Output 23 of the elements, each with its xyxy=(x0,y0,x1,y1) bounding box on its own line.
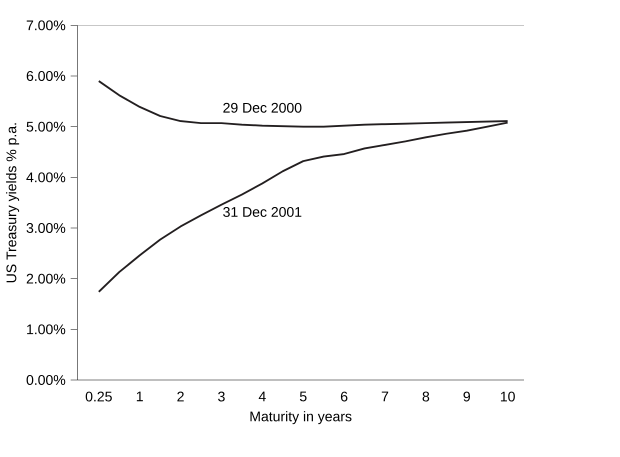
x-tick-label: 1 xyxy=(136,391,143,402)
x-tick-label: 3 xyxy=(218,391,225,402)
x-tick-label: 9 xyxy=(464,391,470,402)
x-axis-title: Maturity in years xyxy=(250,410,352,424)
y-tick-label: 2.00% xyxy=(26,274,66,284)
x-tick-label: 5 xyxy=(300,391,307,402)
x-tick-label: 6 xyxy=(340,391,348,402)
series-label: 31 Dec 2001 xyxy=(223,206,302,217)
x-tick-label: 10 xyxy=(500,391,515,402)
x-tick-label: 8 xyxy=(422,391,430,402)
y-tick-label: 3.00% xyxy=(26,222,66,233)
x-tick-label: 4 xyxy=(258,391,266,402)
y-tick-label: 7.00% xyxy=(26,20,66,30)
y-tick-label: 6.00% xyxy=(26,70,66,81)
x-tick-label: 2 xyxy=(177,391,184,402)
y-tick-label: 0.00% xyxy=(26,374,66,385)
x-tick-label: 7 xyxy=(382,391,388,402)
y-axis-title: US Treasury yields % p.a. xyxy=(6,123,20,282)
x-tick-label: 0.25 xyxy=(86,391,112,402)
y-tick-label: 4.00% xyxy=(26,172,66,182)
series-label: 29 Dec 2000 xyxy=(223,102,302,113)
y-tick-label: 1.00% xyxy=(27,324,66,334)
y-tick-label: 5.00% xyxy=(26,122,66,132)
